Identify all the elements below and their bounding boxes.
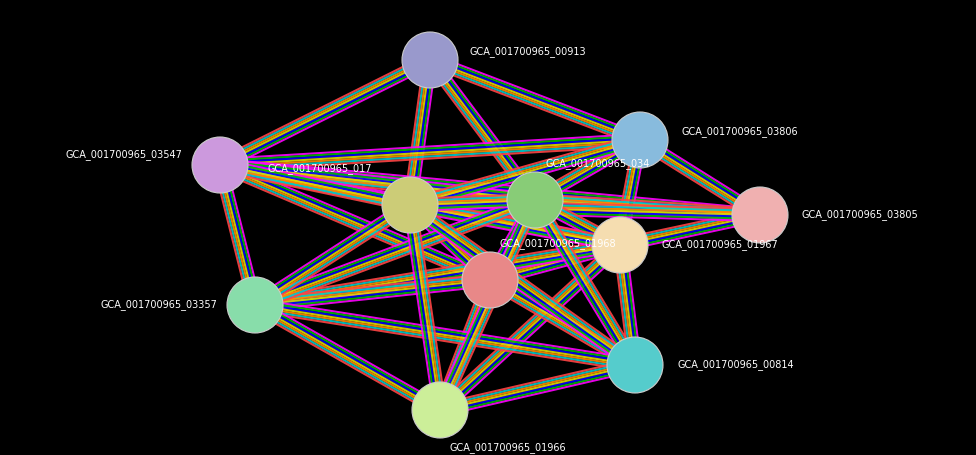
Circle shape	[592, 217, 648, 273]
Circle shape	[607, 337, 663, 393]
Text: GCA_001700965_00814: GCA_001700965_00814	[677, 359, 793, 370]
Text: GCA_001700965_034: GCA_001700965_034	[545, 158, 649, 169]
Text: GCA_001700965_03547: GCA_001700965_03547	[65, 150, 182, 161]
Text: GCA_001700965_01967: GCA_001700965_01967	[662, 239, 779, 250]
Circle shape	[507, 172, 563, 228]
Text: GCA_001700965_01968: GCA_001700965_01968	[500, 238, 617, 249]
Circle shape	[462, 252, 518, 308]
Circle shape	[402, 32, 458, 88]
Circle shape	[192, 137, 248, 193]
Circle shape	[412, 382, 468, 438]
Text: GCA_001700965_03357: GCA_001700965_03357	[101, 299, 217, 310]
Circle shape	[227, 277, 283, 333]
Text: GCA_001700965_00913: GCA_001700965_00913	[470, 46, 587, 57]
Text: GCA_001700965_03805: GCA_001700965_03805	[802, 210, 918, 221]
Circle shape	[732, 187, 788, 243]
Circle shape	[382, 177, 438, 233]
Circle shape	[612, 112, 668, 168]
Text: GCA_001700965_017: GCA_001700965_017	[267, 163, 372, 174]
Text: GCA_001700965_03806: GCA_001700965_03806	[682, 126, 798, 137]
Text: GCA_001700965_01966: GCA_001700965_01966	[450, 443, 567, 454]
